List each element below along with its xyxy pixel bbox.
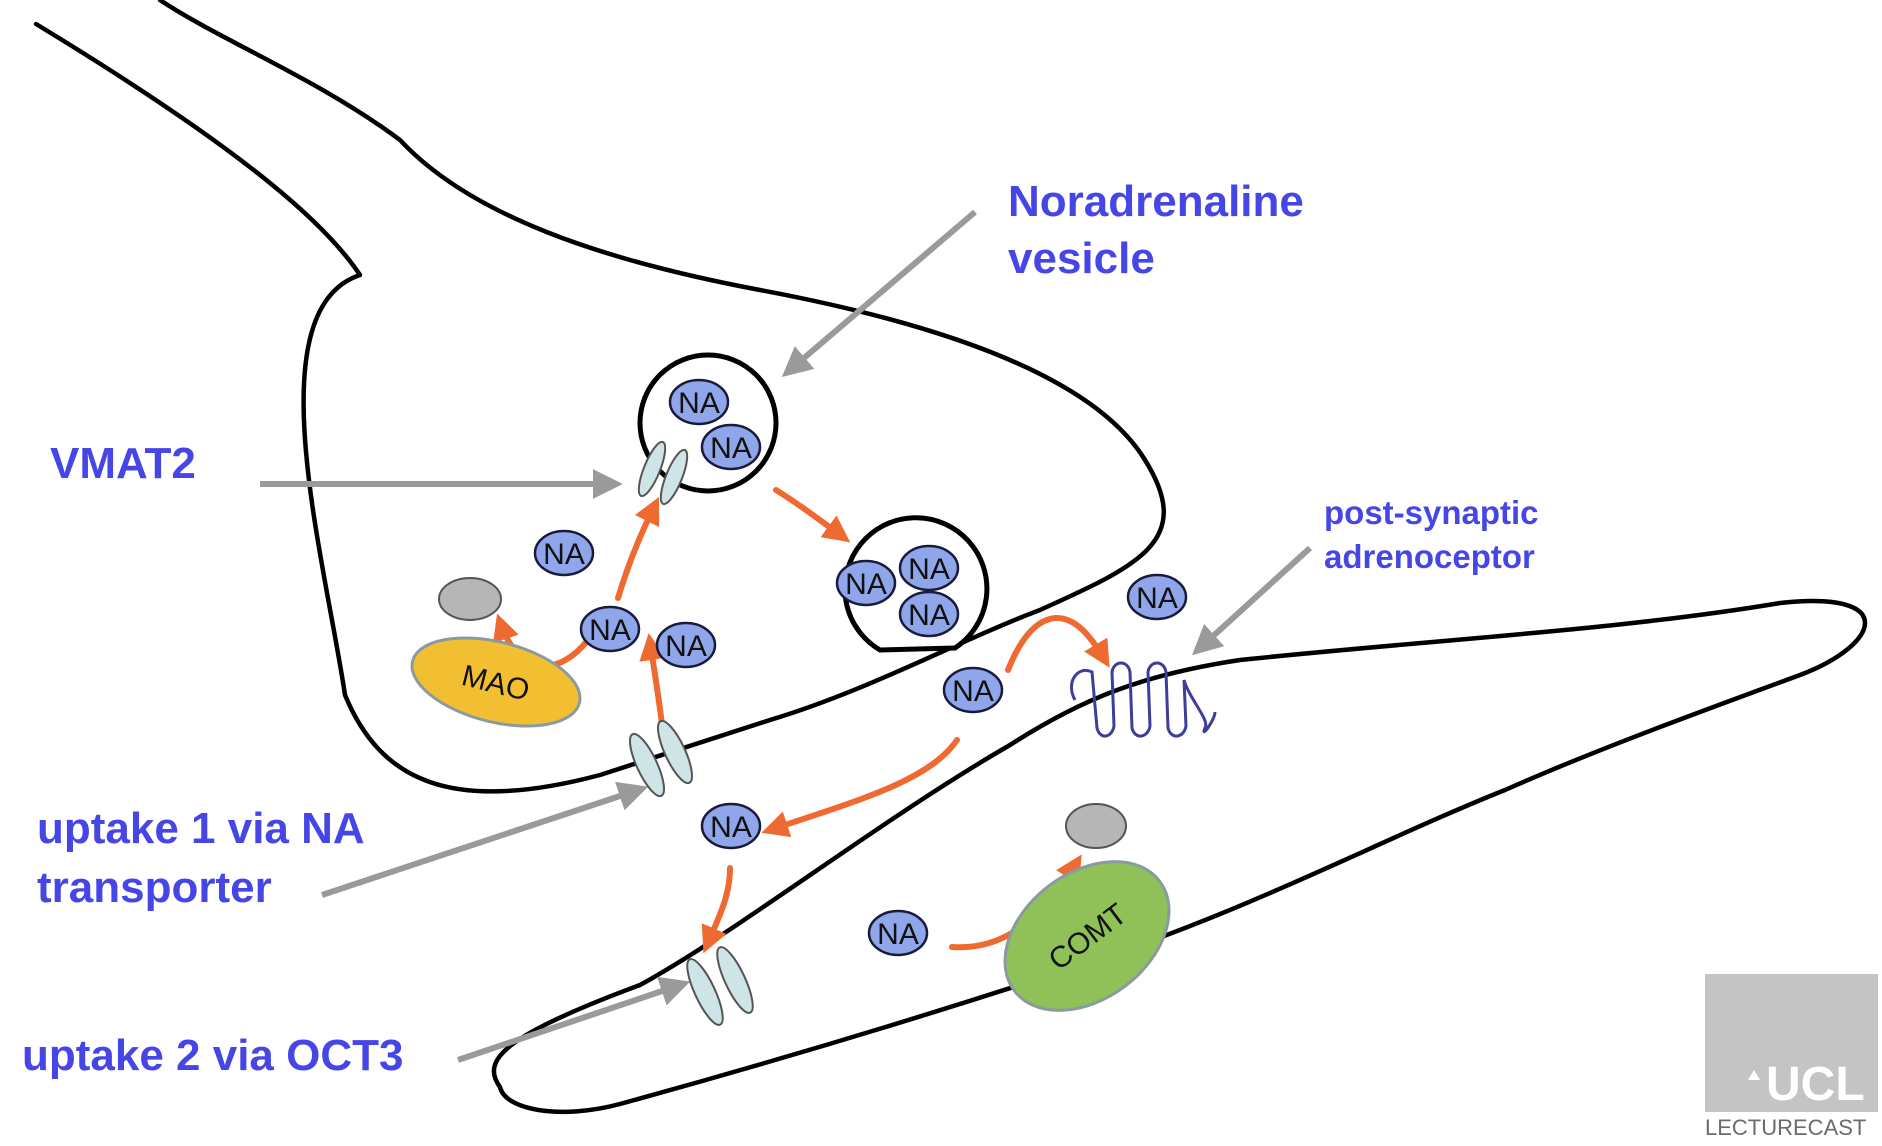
uptake2-label: uptake 2 via OCT3	[22, 1031, 403, 1080]
uptake2-pointer-arrow	[457, 976, 691, 1063]
na-to-oct3-arrow	[701, 865, 733, 954]
na-molecule: NA	[700, 423, 762, 471]
svg-text:NA: NA	[665, 630, 707, 663]
na-transporter	[629, 719, 693, 798]
na-molecule: NA	[1126, 573, 1188, 621]
ucl-lecturecast-watermark: UCL LECTURECAST	[1705, 974, 1878, 1140]
na-to-receptor-arrow	[1005, 615, 1110, 673]
oct3-transporter	[686, 946, 754, 1026]
na-molecule: NA	[579, 605, 641, 653]
svg-text:NA: NA	[710, 432, 752, 465]
uptake1-label-line1: uptake 1 via NA	[37, 804, 365, 853]
adrenoceptor-label-line2: adrenoceptor	[1324, 538, 1535, 575]
presynaptic-membrane	[33, 0, 1166, 794]
synaptic-na-diffusion-arrow	[761, 737, 960, 838]
vmat2-label: VMAT2	[50, 439, 196, 488]
vesicle-pointer-arrow	[781, 209, 977, 378]
postsynaptic-membrane	[491, 598, 1867, 1115]
svg-text:NA: NA	[877, 918, 919, 951]
svg-text:NA: NA	[845, 568, 887, 601]
vesicle-label-line1: Noradrenaline	[1008, 177, 1304, 226]
uptake1-label-line2: transporter	[37, 863, 272, 912]
svg-text:NA: NA	[543, 538, 585, 571]
ucl-logo-icon	[1748, 1070, 1760, 1080]
na-molecule: NA	[533, 529, 595, 577]
na-molecule: NA	[655, 621, 717, 669]
svg-text:NA: NA	[908, 553, 950, 586]
svg-text:NA: NA	[908, 599, 950, 632]
svg-text:NA: NA	[710, 811, 752, 844]
mao-metabolite	[438, 577, 502, 621]
svg-text:NA: NA	[1136, 582, 1178, 615]
na-molecule: NA	[898, 544, 960, 592]
svg-text:NA: NA	[589, 614, 631, 647]
comt-enzyme: COMT	[1003, 860, 1171, 1012]
adrenoceptor-label-line1: post-synaptic	[1324, 494, 1539, 531]
ucl-logo-text: UCL	[1766, 1058, 1865, 1111]
na-molecule: NA	[867, 909, 929, 957]
na-to-vmat2-arrow	[615, 496, 660, 601]
svg-text:NA: NA	[952, 675, 994, 708]
na-molecule: NA	[898, 590, 960, 638]
vmat2-transporter	[637, 440, 689, 506]
adrenoceptor-icon	[1069, 661, 1217, 738]
na-molecule: NA	[942, 666, 1004, 714]
adrenoceptor-pointer-arrow	[1192, 545, 1313, 656]
lecturecast-caption: LECTURECAST	[1705, 1115, 1866, 1140]
svg-text:NA: NA	[678, 387, 720, 420]
vesicle-label-line2: vesicle	[1008, 234, 1155, 283]
na-molecule: NA	[700, 802, 762, 850]
uptake1-pointer-arrow	[321, 781, 649, 898]
na-molecule: NA	[835, 559, 897, 607]
vesicle-docking-arrow	[773, 487, 851, 543]
comt-metabolite	[1065, 803, 1127, 849]
na-molecule: NA	[668, 378, 730, 426]
mao-enzyme: MAO	[410, 636, 582, 728]
